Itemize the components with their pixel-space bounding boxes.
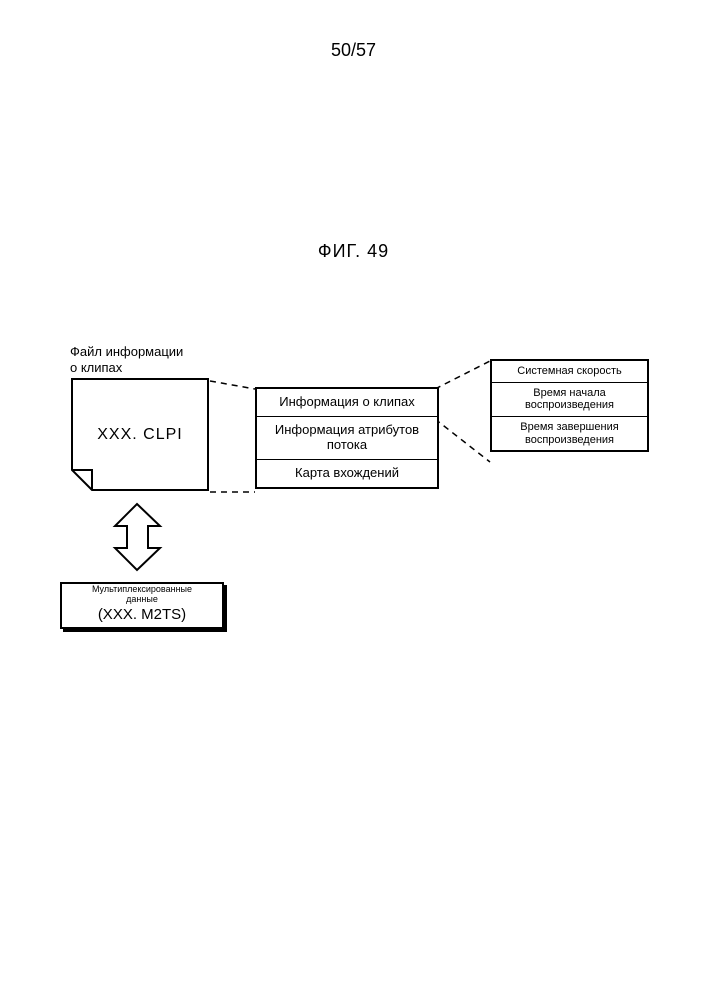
mid-table: Информация о клипах Информация атрибутов… [255, 387, 439, 489]
clip-file-caption: Файл информации о клипах [70, 344, 183, 377]
figure-label: ФИГ. 49 [0, 241, 707, 262]
page-number: 50/57 [0, 0, 707, 61]
mid-table-row: Карта вхождений [257, 459, 437, 487]
mid-table-row: Информация о клипах [257, 389, 437, 416]
mux-bottom: (XXX. M2TS) [62, 605, 222, 627]
right-table-row: Системная скорость [492, 361, 647, 382]
connectors-svg [0, 262, 707, 782]
right-table: Системная скорость Время начала воспроиз… [490, 359, 649, 452]
clip-file-box: XXX. CLPI [70, 377, 210, 492]
right-table-row: Время начала воспроизведения [492, 382, 647, 416]
right-table-row: Время завершения воспроизведения [492, 416, 647, 450]
caption-line1: Файл информации [70, 344, 183, 359]
mux-top-line2: данные [126, 594, 158, 604]
diagram-canvas: Файл информации о клипах XXX. CLPI Мульт… [0, 262, 707, 782]
mux-data-box: Мультиплексированные данные (XXX. M2TS) [60, 582, 224, 629]
double-arrow-icon [110, 502, 165, 572]
caption-line2: о клипах [70, 360, 122, 375]
mid-table-row: Информация атрибутов потока [257, 416, 437, 459]
clip-file-text: XXX. CLPI [70, 377, 210, 492]
mux-top-line1: Мультиплексированные [92, 584, 192, 594]
